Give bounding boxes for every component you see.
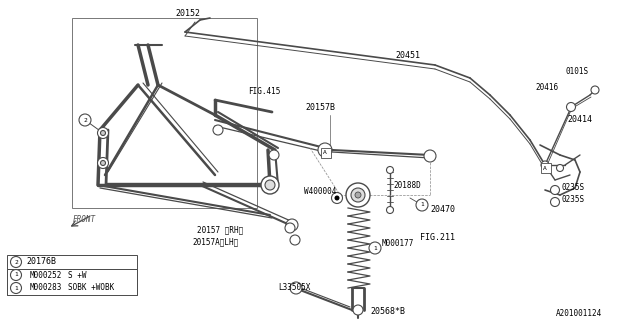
Circle shape <box>369 242 381 254</box>
Circle shape <box>541 161 549 169</box>
Bar <box>72 18 257 208</box>
Bar <box>7 269 137 295</box>
Circle shape <box>285 223 295 233</box>
Bar <box>541 163 551 173</box>
Circle shape <box>286 219 298 231</box>
Circle shape <box>346 183 370 207</box>
Text: 0235S: 0235S <box>562 196 585 204</box>
Text: A201001124: A201001124 <box>556 309 602 318</box>
Bar <box>7 255 137 269</box>
Text: 0235S: 0235S <box>562 183 585 193</box>
Circle shape <box>10 269 22 281</box>
Text: 20414: 20414 <box>567 116 592 124</box>
Circle shape <box>332 193 342 204</box>
Text: 20152: 20152 <box>175 10 200 19</box>
Text: 20157B: 20157B <box>305 103 335 113</box>
Text: 20176B: 20176B <box>26 258 56 267</box>
Circle shape <box>97 157 109 169</box>
Text: FRONT: FRONT <box>73 215 96 225</box>
Text: W400004: W400004 <box>304 188 337 196</box>
Circle shape <box>10 283 22 293</box>
Text: M000283: M000283 <box>30 284 62 292</box>
Circle shape <box>351 188 365 202</box>
Text: FIG.211: FIG.211 <box>420 234 455 243</box>
Text: 20416: 20416 <box>535 84 558 92</box>
Text: A: A <box>323 150 327 156</box>
Text: 1: 1 <box>14 273 18 277</box>
Text: 20157 〈RH〉: 20157 〈RH〉 <box>197 226 243 235</box>
Text: SOBK +WOBK: SOBK +WOBK <box>68 284 115 292</box>
Circle shape <box>213 125 223 135</box>
Text: 0101S: 0101S <box>566 68 589 76</box>
Circle shape <box>318 143 332 157</box>
Circle shape <box>100 131 106 135</box>
Bar <box>321 148 331 158</box>
Circle shape <box>269 150 279 160</box>
Circle shape <box>261 176 279 194</box>
Circle shape <box>335 196 339 201</box>
Circle shape <box>97 127 109 139</box>
Circle shape <box>550 197 559 206</box>
Text: S +W: S +W <box>68 270 86 279</box>
Circle shape <box>566 102 575 111</box>
Text: L33505X: L33505X <box>278 283 310 292</box>
Circle shape <box>387 206 394 213</box>
Text: FIG.415: FIG.415 <box>248 87 280 97</box>
Circle shape <box>290 282 302 294</box>
Circle shape <box>591 86 599 94</box>
Circle shape <box>355 192 361 198</box>
Circle shape <box>353 305 363 315</box>
Text: M000252: M000252 <box>30 270 62 279</box>
Text: 20157A〈LH〉: 20157A〈LH〉 <box>192 237 238 246</box>
Circle shape <box>265 180 275 190</box>
Circle shape <box>79 114 91 126</box>
Circle shape <box>424 150 436 162</box>
Circle shape <box>293 238 297 242</box>
Circle shape <box>290 235 300 245</box>
Text: 20451: 20451 <box>395 51 420 60</box>
Text: 20188D: 20188D <box>393 181 420 190</box>
Circle shape <box>550 186 559 195</box>
Text: 20568*B: 20568*B <box>370 308 405 316</box>
Text: 2: 2 <box>83 117 87 123</box>
Text: 1: 1 <box>14 285 18 291</box>
Text: A: A <box>543 165 547 171</box>
Text: 2: 2 <box>14 260 18 265</box>
Text: 20470: 20470 <box>430 205 455 214</box>
Text: 1: 1 <box>373 245 377 251</box>
Circle shape <box>557 164 563 172</box>
Circle shape <box>416 199 428 211</box>
Circle shape <box>387 166 394 173</box>
Text: M000177: M000177 <box>382 239 414 249</box>
Text: 1: 1 <box>420 203 424 207</box>
Circle shape <box>100 161 106 165</box>
Circle shape <box>10 257 22 268</box>
